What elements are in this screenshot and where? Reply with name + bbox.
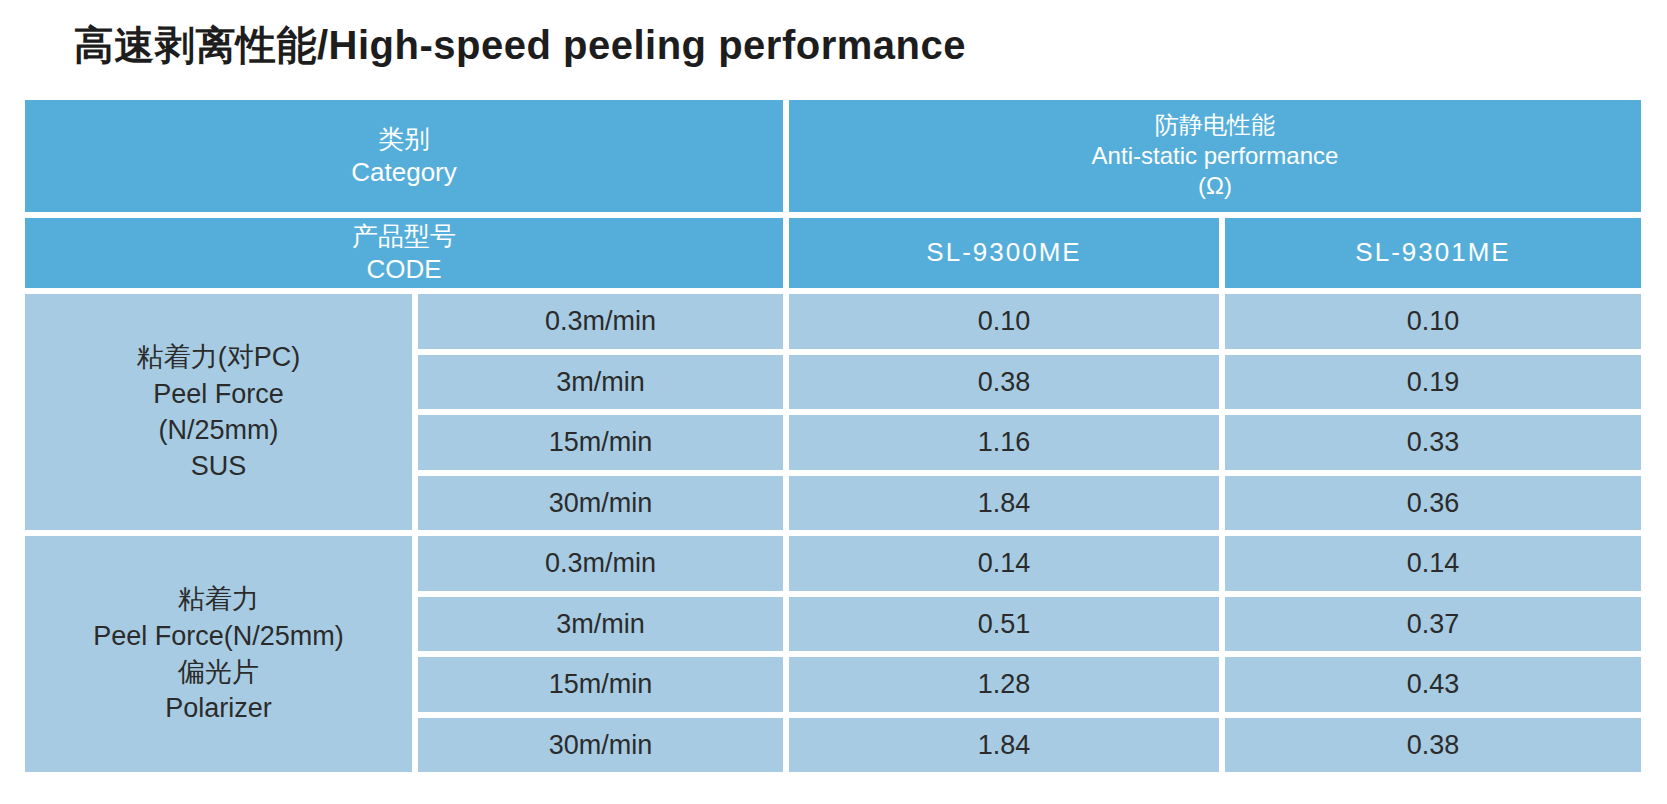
value-cell-sl9301: 0.38	[1225, 718, 1641, 773]
speed-cell: 30m/min	[418, 476, 783, 531]
value-cell-sl9300: 0.38	[789, 355, 1219, 410]
value-cell-sl9300: 1.16	[789, 415, 1219, 470]
group1-label-line: (N/25mm)	[159, 412, 279, 448]
page-title: 高速剥离性能/High-speed peeling performance	[74, 18, 966, 73]
value-cell-sl9301: 0.36	[1225, 476, 1641, 531]
group-label-peel-force-sus: 粘着力(对PC) Peel Force (N/25mm) SUS	[25, 294, 412, 530]
value-cell-sl9300: 1.84	[789, 476, 1219, 531]
speed-cell: 30m/min	[418, 718, 783, 773]
header-category-zh: 类别	[378, 123, 430, 156]
value-cell-sl9301: 0.10	[1225, 294, 1641, 349]
value-cell-sl9301: 0.19	[1225, 355, 1641, 410]
group1-label-line: Peel Force	[153, 376, 284, 412]
value-cell-sl9300: 1.28	[789, 657, 1219, 712]
header-antistatic-zh: 防静电性能	[1155, 110, 1275, 141]
header-antistatic-en: Anti-static performance	[1092, 141, 1339, 172]
header-category-en: Category	[351, 156, 457, 189]
header-product-sl9301me: SL-9301ME	[1225, 218, 1641, 288]
speed-cell: 15m/min	[418, 657, 783, 712]
header-code: 产品型号 CODE	[25, 218, 783, 288]
group1-label-line: SUS	[191, 448, 247, 484]
header-antistatic: 防静电性能 Anti-static performance (Ω)	[789, 100, 1641, 212]
value-cell-sl9300: 0.51	[789, 597, 1219, 652]
value-cell-sl9301: 0.37	[1225, 597, 1641, 652]
group2-label-line: Peel Force(N/25mm)	[93, 618, 344, 654]
speed-cell: 0.3m/min	[418, 294, 783, 349]
page: 高速剥离性能/High-speed peeling performance 类别…	[0, 0, 1667, 804]
header-code-en: CODE	[366, 253, 441, 286]
header-code-zh: 产品型号	[352, 220, 456, 253]
group-label-peel-force-polarizer: 粘着力 Peel Force(N/25mm) 偏光片 Polarizer	[25, 536, 412, 772]
speed-cell: 3m/min	[418, 597, 783, 652]
speed-cell: 3m/min	[418, 355, 783, 410]
value-cell-sl9301: 0.14	[1225, 536, 1641, 591]
value-cell-sl9300: 1.84	[789, 718, 1219, 773]
speed-cell: 0.3m/min	[418, 536, 783, 591]
value-cell-sl9300: 0.14	[789, 536, 1219, 591]
header-antistatic-unit: (Ω)	[1198, 171, 1232, 202]
value-cell-sl9300: 0.10	[789, 294, 1219, 349]
group1-label-line: 粘着力(对PC)	[137, 339, 301, 375]
performance-table: 类别 Category 防静电性能 Anti-static performanc…	[25, 100, 1641, 772]
value-cell-sl9301: 0.43	[1225, 657, 1641, 712]
group2-label-line: 偏光片	[178, 654, 259, 690]
header-category: 类别 Category	[25, 100, 783, 212]
group2-label-line: 粘着力	[178, 581, 259, 617]
value-cell-sl9301: 0.33	[1225, 415, 1641, 470]
speed-cell: 15m/min	[418, 415, 783, 470]
header-product-sl9300me: SL-9300ME	[789, 218, 1219, 288]
group2-label-line: Polarizer	[165, 690, 272, 726]
